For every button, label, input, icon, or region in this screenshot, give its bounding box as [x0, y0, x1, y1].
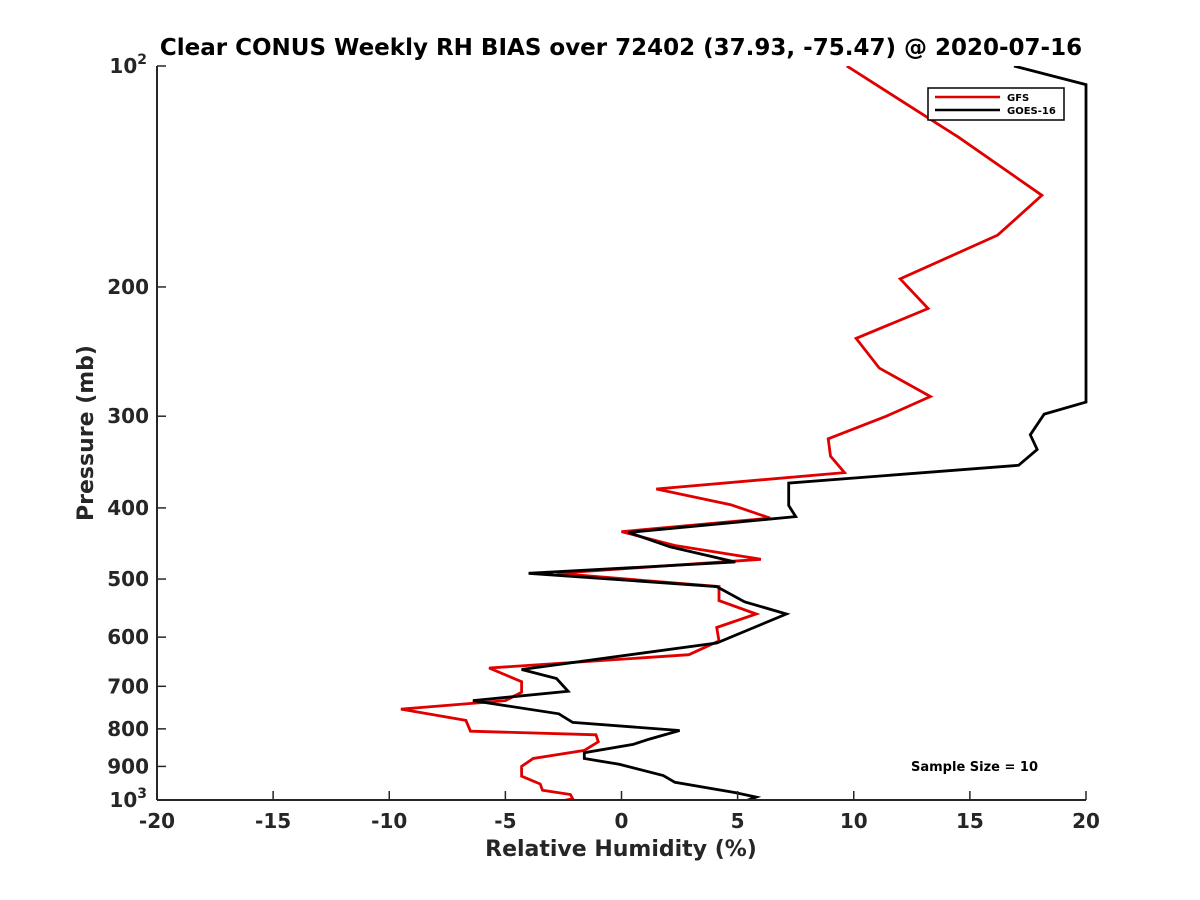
y-tick-label: 300 — [107, 404, 149, 428]
y-tick-label: 800 — [107, 717, 149, 741]
y-tick-label: 700 — [107, 674, 149, 698]
y-tick-label: 102 — [109, 52, 147, 78]
x-tick-label: -15 — [255, 809, 291, 833]
legend-label-goes16: GOES-16 — [1007, 106, 1056, 117]
sample-size-note: Sample Size = 10 — [911, 760, 1038, 775]
y-axis-label: Pressure (mb) — [74, 345, 99, 521]
x-tick-label: 0 — [615, 809, 629, 833]
x-tick-label: 5 — [731, 809, 745, 833]
x-tick-label: 10 — [840, 809, 868, 833]
chart-title: Clear CONUS Weekly RH BIAS over 72402 (3… — [160, 35, 1082, 61]
legend-label-gfs: GFS — [1007, 93, 1029, 104]
y-tick-label: 400 — [107, 496, 149, 520]
y-tick-label: 200 — [107, 275, 149, 299]
y-ticks: 102 200 300 400 500 600 700 800 900 103 — [107, 52, 166, 812]
legend: GFS GOES-16 — [927, 87, 1065, 121]
series-line-goes16 — [472, 66, 1088, 800]
y-tick-label: 900 — [107, 754, 149, 778]
x-tick-label: 20 — [1072, 809, 1100, 833]
x-tick-label: 15 — [956, 809, 984, 833]
series-layer — [400, 66, 1088, 800]
x-tick-label: -10 — [371, 809, 407, 833]
y-tick-label: 600 — [107, 625, 149, 649]
x-tick-label: -20 — [139, 809, 175, 833]
legend-box — [927, 87, 1065, 121]
x-tick-label: -5 — [494, 809, 516, 833]
plot-background — [157, 66, 1086, 800]
series-line-gfs — [400, 66, 1045, 800]
plot-area: -20 -15 -10 -5 0 5 10 15 20 102 200 300 400 500 600 70… — [107, 52, 1100, 833]
y-tick-label: 500 — [107, 567, 149, 591]
y-tick-label: 103 — [109, 786, 147, 812]
x-axis-label: Relative Humidity (%) — [485, 837, 757, 862]
x-ticks: -20 -15 -10 -5 0 5 10 15 20 — [139, 791, 1100, 833]
